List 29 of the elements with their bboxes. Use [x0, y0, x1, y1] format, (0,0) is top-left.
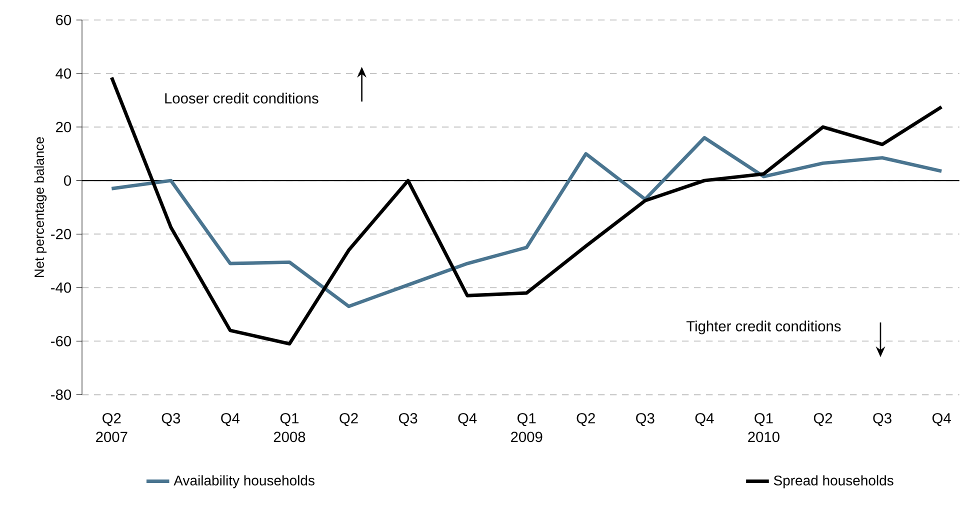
x-tick-label: Q2: [814, 413, 832, 426]
legend-label: Availability households: [174, 475, 314, 488]
x-tick-label: Q1 2009: [511, 413, 542, 442]
x-tick-label: Q4: [695, 413, 714, 426]
x-tick-label: Q3: [873, 413, 892, 426]
x-tick-label: Q1 2008: [274, 413, 306, 442]
x-tick-label: Q4: [221, 413, 240, 426]
x-tick-label: Q4: [932, 413, 951, 426]
x-tick-label: Q2 2007: [96, 413, 128, 442]
x-tick-label: Q3: [162, 413, 180, 426]
x-tick-label: Q1 2010: [748, 413, 780, 442]
y-tick-label: -60: [51, 336, 72, 346]
x-tick-label: Q4: [458, 413, 477, 426]
y-tick-label: -80: [51, 390, 72, 400]
y-tick-label: -20: [51, 229, 72, 240]
legend-label: Spread households: [774, 475, 894, 488]
x-tick-label: Q3: [398, 413, 418, 426]
x-tick-label: Q2: [576, 413, 595, 426]
y-tick-label: 20: [56, 122, 72, 132]
line-series: [110, 136, 944, 308]
y-axis-title: Net percentage balance: [34, 137, 47, 278]
y-tick-label: 40: [56, 68, 72, 79]
annotation: Looser credit conditions: [165, 92, 318, 104]
x-tick-label: Q2: [340, 413, 358, 426]
y-tick-label: -40: [51, 282, 72, 293]
x-tick-label: Q3: [636, 413, 654, 426]
y-tick-label: 60: [56, 14, 72, 26]
y-tick-label: 0: [64, 176, 72, 186]
annotation: Tighter credit conditions: [686, 320, 841, 334]
